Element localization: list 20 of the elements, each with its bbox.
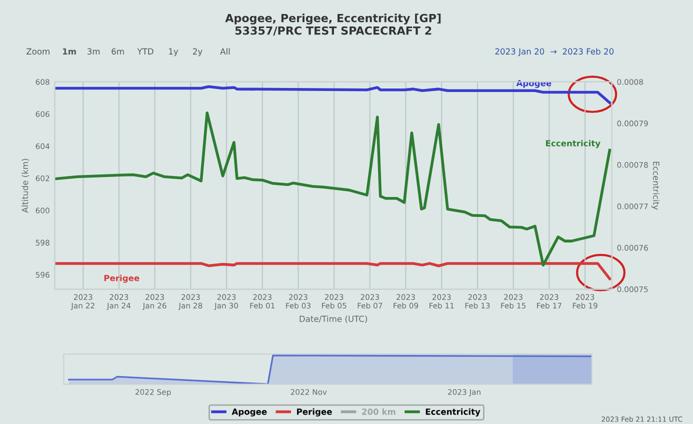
text: 1y bbox=[169, 48, 178, 56]
y2-axis-title: Eccentricity bbox=[651, 162, 660, 210]
text: 2023 Jan 20 → 2023 Feb 20 bbox=[495, 48, 614, 56]
legend-label: 200 km bbox=[362, 408, 396, 415]
text: 3m bbox=[87, 48, 100, 55]
text: Eccentricity bbox=[546, 140, 600, 148]
x-axis-title: Date/Time (UTC) bbox=[300, 316, 368, 323]
legend-label: Eccentricity bbox=[426, 408, 480, 416]
text: 1m bbox=[63, 48, 76, 54]
text: All bbox=[220, 48, 230, 54]
legend-label: Apogee bbox=[232, 408, 267, 416]
text: 2y bbox=[193, 48, 202, 56]
text: Zoom bbox=[26, 48, 50, 55]
text: Perigee bbox=[104, 274, 140, 283]
chart-title: Apogee, Perigee, Eccentricity [GP] 53357/PRC TEST SPACECRAFT 2 bbox=[225, 14, 441, 36]
legend-label: Perigee bbox=[297, 408, 332, 416]
y-axis-title: Altitude (km) bbox=[22, 158, 30, 213]
text: YTD bbox=[137, 48, 154, 54]
line-series bbox=[54, 112, 612, 267]
text: 6m bbox=[112, 48, 124, 55]
